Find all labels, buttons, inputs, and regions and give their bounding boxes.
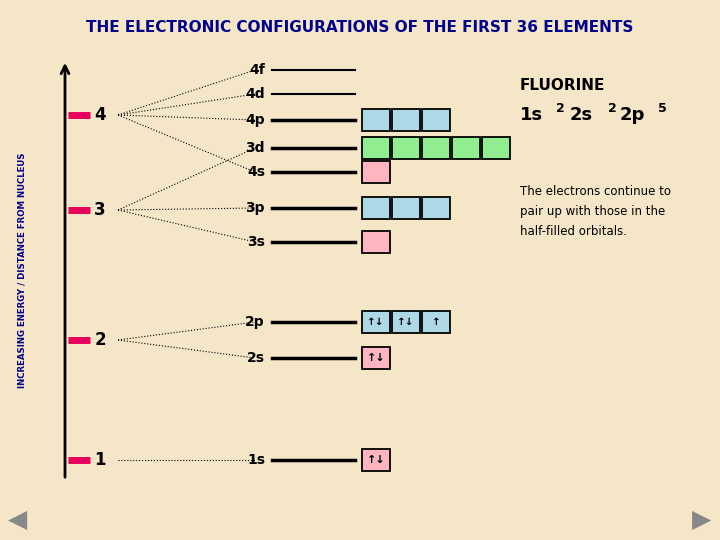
Bar (362, 347, 390, 369)
Bar (392, 137, 420, 159)
Text: 1s: 1s (520, 106, 543, 124)
Text: 4d: 4d (246, 87, 265, 101)
Text: ▶: ▶ (693, 508, 711, 532)
Bar (362, 137, 390, 159)
Text: THE ELECTRONIC CONFIGURATIONS OF THE FIRST 36 ELEMENTS: THE ELECTRONIC CONFIGURATIONS OF THE FIR… (86, 21, 634, 36)
Text: 2p: 2p (620, 106, 645, 124)
Text: 4: 4 (94, 106, 106, 124)
Bar (422, 197, 450, 219)
Text: 3p: 3p (246, 201, 265, 215)
Text: INCREASING ENERGY / DISTANCE FROM NUCLEUS: INCREASING ENERGY / DISTANCE FROM NUCLEU… (17, 152, 27, 388)
Text: 2s: 2s (570, 106, 593, 124)
Bar (362, 311, 390, 333)
Text: ↑: ↑ (431, 317, 441, 327)
Bar (362, 109, 390, 131)
Bar (422, 109, 450, 131)
Text: ↑↓: ↑↓ (367, 317, 384, 327)
Text: 2s: 2s (247, 351, 265, 365)
Text: 4s: 4s (247, 165, 265, 179)
Text: ◀: ◀ (9, 508, 27, 532)
Text: 3s: 3s (247, 235, 265, 249)
Text: 4f: 4f (249, 63, 265, 77)
Bar (362, 449, 390, 471)
Text: 3d: 3d (246, 141, 265, 155)
Bar (392, 197, 420, 219)
Text: FLUORINE: FLUORINE (520, 78, 606, 92)
Bar (362, 197, 390, 219)
Bar (482, 137, 510, 159)
Text: ↑↓: ↑↓ (397, 317, 415, 327)
Text: ↑↓: ↑↓ (366, 353, 385, 363)
Text: 2: 2 (556, 102, 564, 114)
Text: 2: 2 (94, 331, 106, 349)
Bar (422, 311, 450, 333)
Text: 2: 2 (608, 102, 617, 114)
Bar (362, 161, 390, 183)
Bar (362, 231, 390, 253)
Bar (392, 311, 420, 333)
Text: 4p: 4p (246, 113, 265, 127)
Text: 2p: 2p (246, 315, 265, 329)
Text: The electrons continue to
pair up with those in the
half-filled orbitals.: The electrons continue to pair up with t… (520, 185, 671, 238)
Bar (422, 137, 450, 159)
Text: 5: 5 (658, 102, 667, 114)
Text: 1: 1 (94, 451, 106, 469)
Bar (452, 137, 480, 159)
Text: 3: 3 (94, 201, 106, 219)
Text: 1s: 1s (247, 453, 265, 467)
Bar (392, 109, 420, 131)
Text: ↑↓: ↑↓ (366, 455, 385, 465)
